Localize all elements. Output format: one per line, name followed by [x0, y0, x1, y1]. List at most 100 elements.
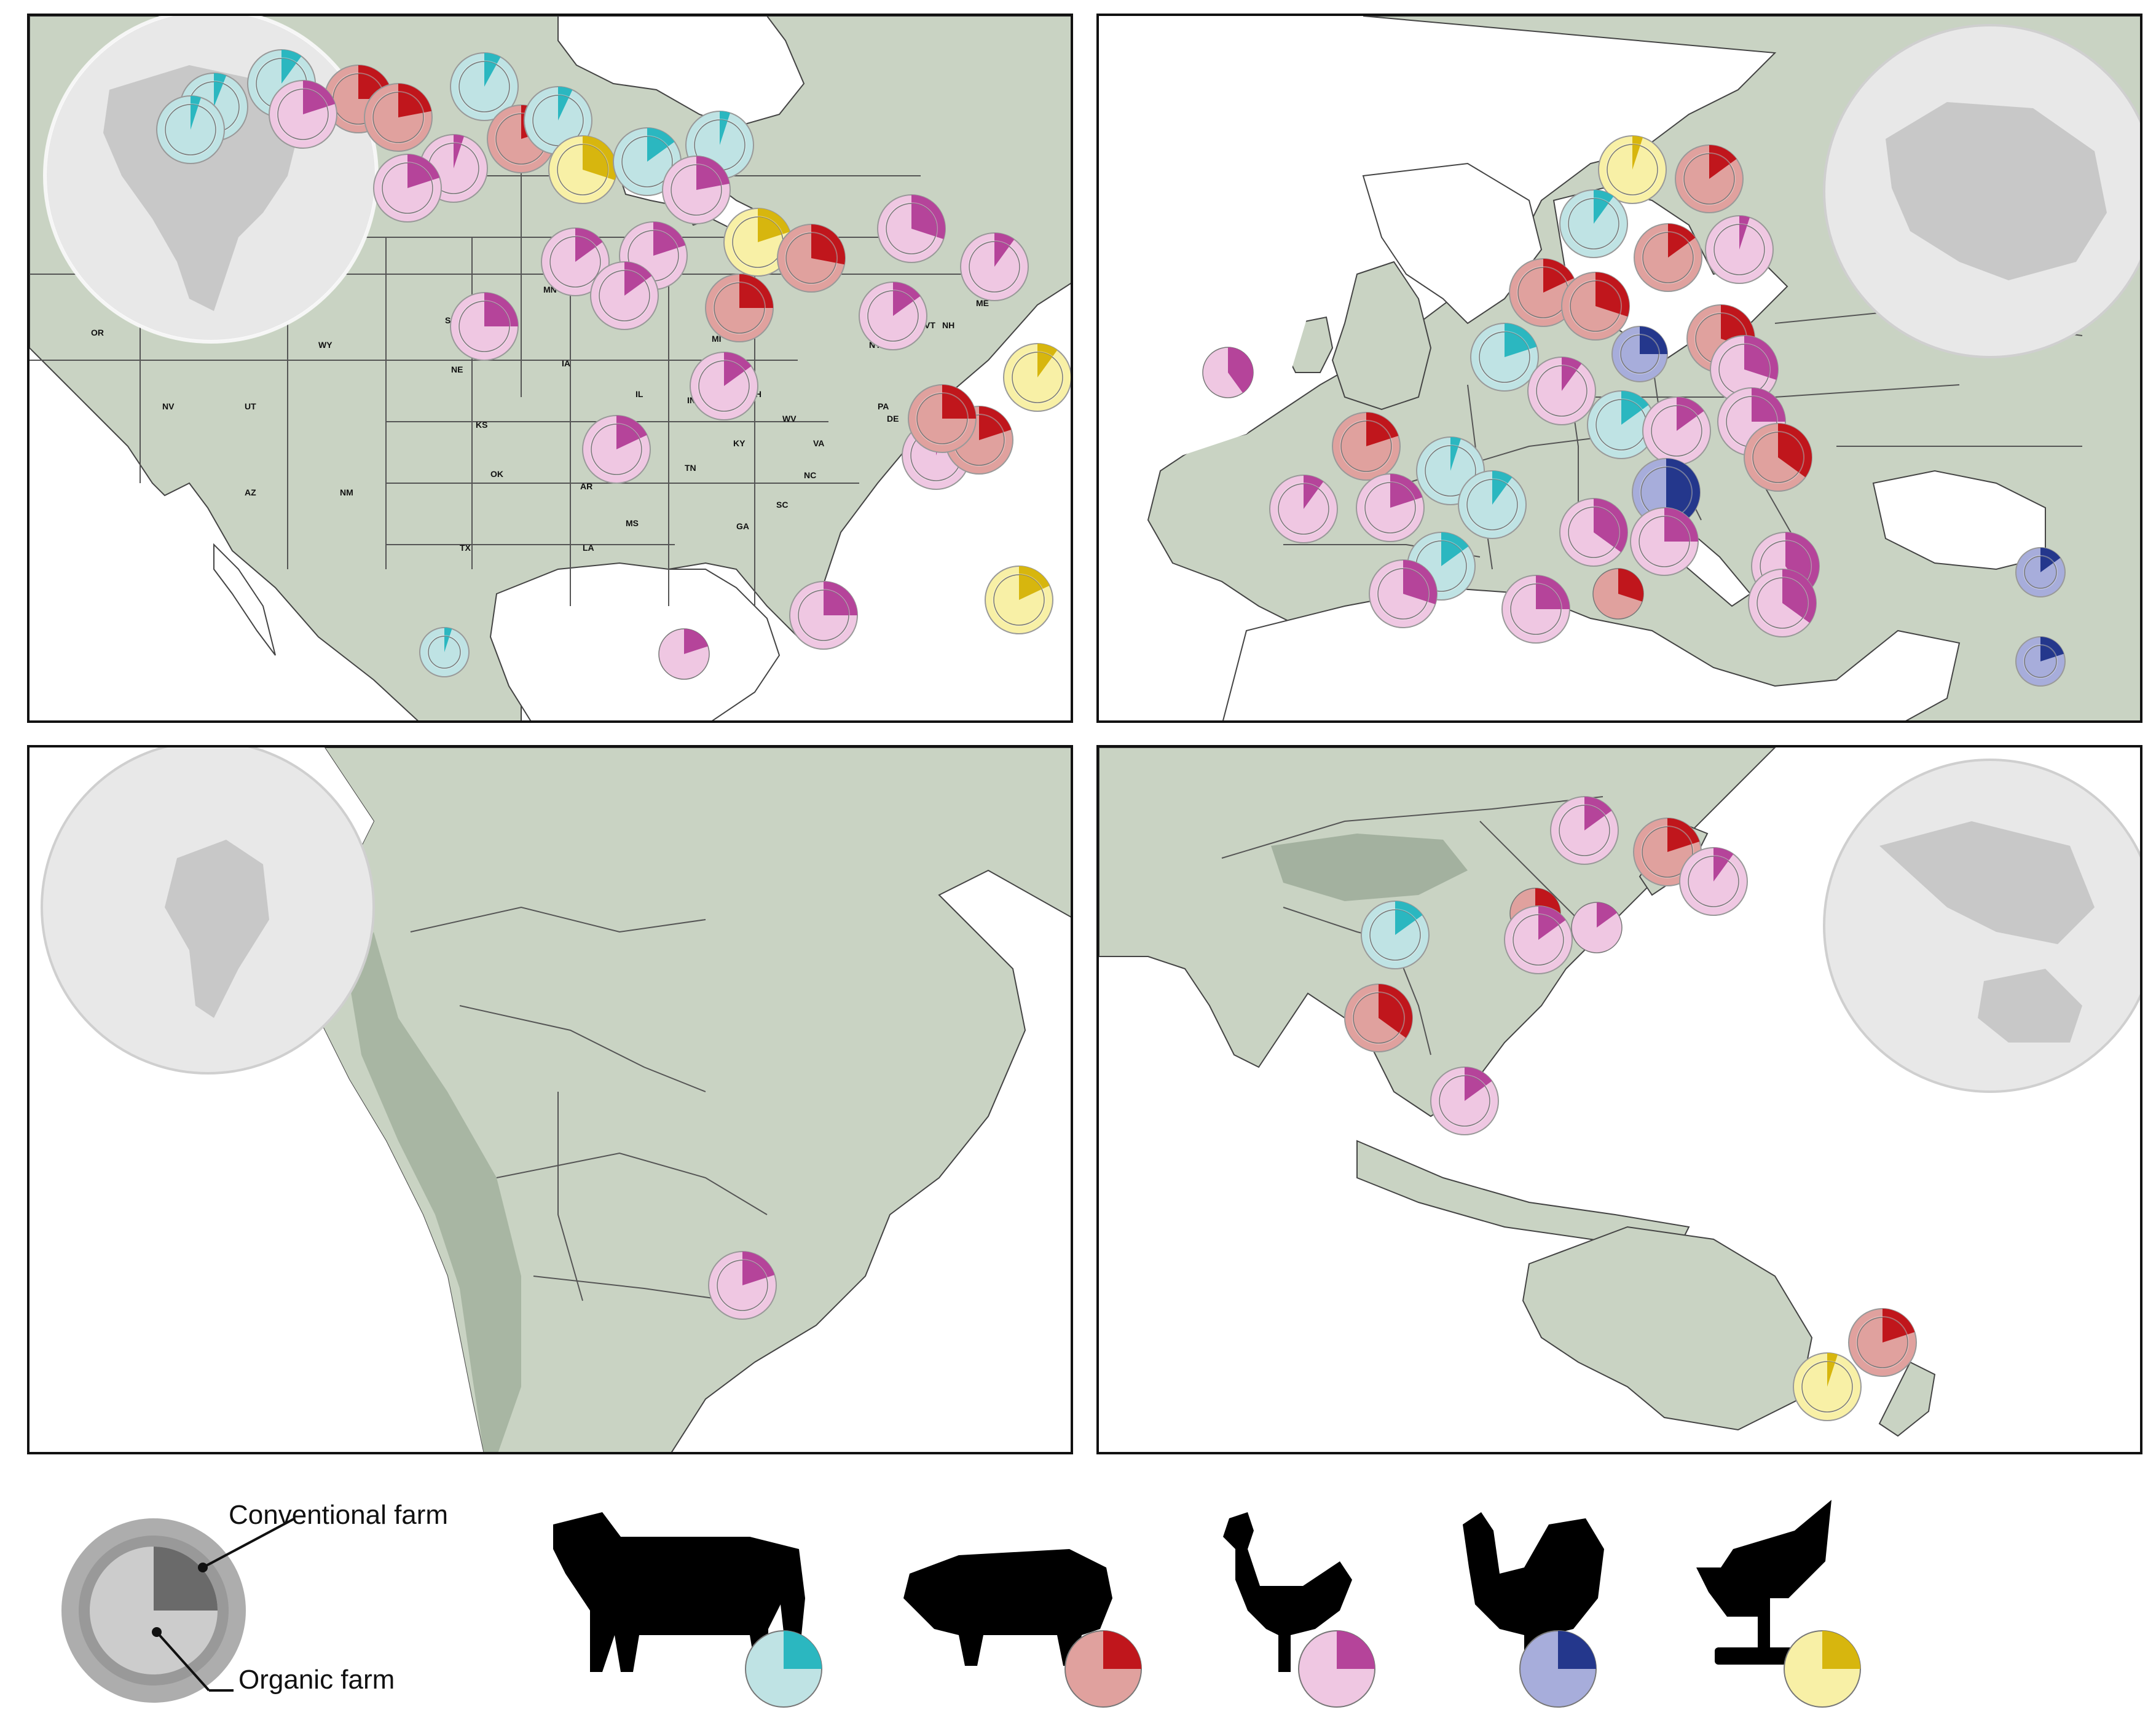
- farm-pie-cattle: [419, 627, 470, 677]
- legend-graphics: [61, 1500, 1861, 1708]
- state-label: SC: [776, 500, 788, 510]
- farm-pie-chicken: [1679, 847, 1748, 916]
- state-label: IL: [635, 389, 643, 399]
- british-isles-land: [1331, 261, 1432, 411]
- farm-pie-chicken: [658, 628, 710, 680]
- farm-pie-swine: [1675, 144, 1744, 213]
- state-label: MS: [626, 518, 639, 528]
- globe-inset: [43, 16, 379, 344]
- farm-pie-cattle: [1587, 390, 1656, 459]
- state-label: IA: [562, 358, 570, 368]
- farm-pie-chicken: [541, 227, 610, 296]
- farm-pie-swine: [1744, 423, 1812, 492]
- south-america-map: [30, 747, 1071, 1452]
- state-label: OR: [91, 328, 104, 337]
- farm-pie-cattle: [1458, 470, 1527, 539]
- atlantic-water: [1099, 16, 1363, 495]
- state-label: ME: [976, 298, 989, 308]
- farm-pie-chicken: [960, 232, 1029, 301]
- farm-pie-cattle: [613, 127, 682, 196]
- tibetan-plateau-relief: [1271, 834, 1468, 901]
- pig-icon: [903, 1549, 1112, 1666]
- farm-pie-chicken: [1504, 905, 1573, 974]
- farm-pie-swine: [1561, 272, 1630, 341]
- farm-pie-plant: [1793, 1352, 1862, 1421]
- state-label: PA: [878, 401, 889, 411]
- gulf-of-california-water: [213, 543, 276, 656]
- organic-farm-label: Organic farm: [238, 1665, 395, 1695]
- state-label: TX: [460, 543, 471, 553]
- country-borders: [410, 906, 768, 1301]
- farm-pie-swine: [1634, 223, 1702, 292]
- asia-oceania-map: [1099, 747, 2140, 1437]
- farm-pie-turkey: [2015, 636, 2066, 687]
- pie-layer: [708, 1251, 777, 1320]
- andes-relief: [349, 932, 521, 1452]
- legend-pie-cattle: [745, 1630, 822, 1708]
- map-panel-south-america: [27, 745, 1073, 1454]
- farm-pie-chicken: [1630, 507, 1699, 576]
- state-label: KY: [733, 438, 746, 448]
- state-label: TN: [685, 463, 696, 473]
- farm-pie-swine: [1848, 1308, 1917, 1377]
- new-zealand-land: [1878, 1361, 1936, 1437]
- legend: Conventional farm Organic farm: [0, 1475, 2156, 1731]
- farm-pie-chicken: [373, 154, 442, 223]
- farm-pie-chicken: [269, 80, 337, 149]
- farm-pie-turkey: [1611, 326, 1668, 382]
- farm-pie-chicken: [1642, 396, 1711, 465]
- farm-type-legend-pie: [61, 1517, 296, 1703]
- farm-pie-chicken: [1748, 569, 1817, 637]
- pie-layer: [156, 49, 1071, 680]
- plant-icon: [1696, 1500, 1831, 1665]
- farm-pie-chicken: [877, 194, 946, 263]
- state-label: LA: [583, 543, 594, 553]
- farm-pie-chicken: [789, 581, 858, 650]
- state-label: NM: [340, 487, 353, 497]
- state-label: NH: [942, 320, 954, 330]
- legend-pie-chicken: [1298, 1630, 1375, 1708]
- farm-pie-chicken: [708, 1251, 777, 1320]
- state-label: VA: [813, 438, 824, 448]
- farm-pie-chicken: [590, 261, 659, 330]
- map-panel-europe: [1096, 14, 2142, 723]
- state-label: WY: [318, 340, 332, 350]
- asia-land: [1099, 747, 1776, 1118]
- conventional-farm-label: Conventional farm: [229, 1500, 449, 1530]
- legend-pie-turkey: [1519, 1630, 1597, 1708]
- globe-inset: [1823, 759, 2140, 1093]
- farm-pie-plant: [1598, 135, 1667, 204]
- state-label: UT: [245, 401, 256, 411]
- farm-pie-swine: [1344, 984, 1413, 1052]
- farm-pie-chicken: [1501, 575, 1570, 644]
- chicken-icon: [1223, 1512, 1352, 1672]
- farm-pie-swine: [1332, 412, 1401, 481]
- state-label: NV: [162, 401, 175, 411]
- farm-pie-chicken: [1430, 1067, 1499, 1135]
- gulf-of-mexico-water: [489, 562, 781, 720]
- state-label: AZ: [245, 487, 256, 497]
- farm-pie-turkey: [2015, 547, 2066, 597]
- north-sea-water: [1362, 162, 1543, 325]
- farm-pie-chicken: [1527, 357, 1596, 425]
- farm-pie-swine: [908, 384, 977, 453]
- legend-pie-layer: [745, 1630, 1861, 1708]
- farm-pie-cattle: [1361, 901, 1430, 969]
- farm-pie-cattle: [1559, 189, 1628, 258]
- farm-pie-swine: [705, 274, 774, 342]
- legend-pie-swine: [1064, 1630, 1142, 1708]
- farm-pie-chicken: [1369, 559, 1438, 628]
- legend-pie-plant: [1784, 1630, 1861, 1708]
- farm-pie-chicken: [1559, 498, 1628, 567]
- farm-pie-cattle: [450, 52, 519, 121]
- state-label: GA: [736, 521, 749, 531]
- farm-pie-plant: [723, 208, 792, 277]
- pie-layer: [1344, 796, 1917, 1421]
- state-label: DE: [887, 414, 899, 424]
- farm-pie-chicken: [1710, 335, 1779, 404]
- farm-pie-chicken: [662, 156, 731, 224]
- farm-pie-chicken: [1356, 473, 1425, 542]
- farm-pie-chicken: [1550, 796, 1619, 865]
- farm-pie-swine: [777, 224, 846, 293]
- state-label: KS: [476, 420, 487, 430]
